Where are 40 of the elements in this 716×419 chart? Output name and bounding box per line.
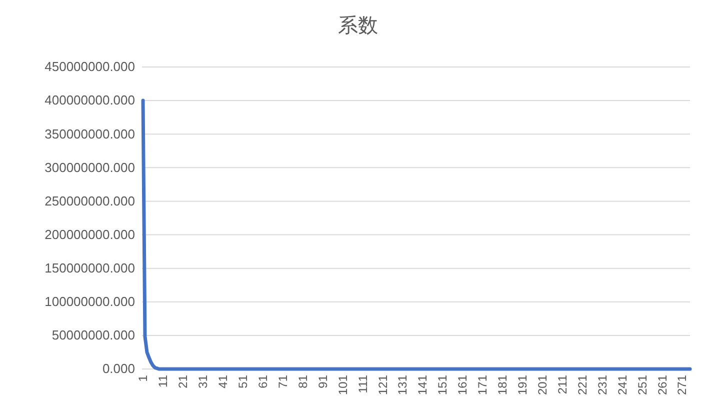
x-tick-label: 241 (615, 374, 630, 396)
x-tick-label: 21 (176, 374, 190, 388)
x-tick-label: 61 (256, 374, 270, 388)
y-tick-label: 200000000.000 (44, 226, 135, 242)
y-tick-label: 350000000.000 (44, 126, 135, 142)
x-tick-label: 81 (296, 374, 310, 388)
x-tick-label: 1 (136, 374, 150, 382)
y-tick-label: 450000000.000 (44, 59, 135, 74)
x-tick-label: 181 (496, 374, 510, 396)
x-tick-label: 171 (476, 374, 490, 396)
x-tick-label: 231 (595, 374, 610, 396)
x-tick-label: 201 (535, 374, 550, 396)
x-tick-label: 261 (655, 374, 670, 396)
x-tick-label: 161 (456, 374, 470, 396)
x-tick-label: 41 (216, 374, 230, 388)
y-tick-label: 100000000.000 (44, 294, 135, 310)
x-tick-label: 251 (635, 374, 650, 396)
x-tick-label: 191 (516, 374, 530, 396)
y-tick-label: 400000000.000 (44, 92, 135, 108)
x-tick-label: 51 (236, 374, 250, 388)
y-tick-label: 250000000.000 (44, 193, 135, 208)
x-tick-label: 141 (416, 374, 430, 396)
y-tick-label: 0.000 (102, 361, 135, 376)
y-tick-label: 150000000.000 (44, 260, 135, 276)
x-tick-label: 31 (196, 374, 210, 388)
x-tick-label: 111 (356, 374, 370, 394)
y-tick-label: 50000000.000 (52, 328, 135, 343)
x-tick-label: 221 (575, 374, 590, 396)
x-tick-label: 131 (396, 374, 410, 396)
y-tick-label: 300000000.000 (44, 160, 135, 175)
x-tick-label: 91 (316, 374, 330, 388)
x-tick-label: 71 (276, 374, 290, 388)
x-tick-label: 271 (675, 374, 690, 396)
x-tick-label: 211 (555, 374, 570, 394)
x-tick-label: 11 (156, 374, 170, 388)
x-tick-label: 101 (336, 374, 350, 396)
x-tick-label: 151 (436, 374, 450, 396)
line-series (141, 98, 692, 371)
chart-title: 系数 (338, 13, 378, 37)
x-tick-label: 121 (376, 374, 390, 396)
